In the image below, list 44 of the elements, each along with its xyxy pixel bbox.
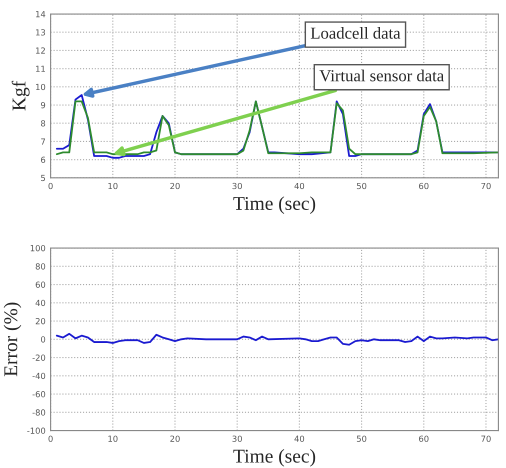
y-tick-label: 100 [30, 245, 46, 252]
x-tick-label: 20 [170, 182, 180, 190]
y-axis-title: Error (%) [4, 302, 22, 376]
x-tick-label: 70 [481, 436, 491, 442]
y-tick-label: 13 [36, 29, 46, 36]
x-tick-label: 30 [232, 182, 242, 190]
x-tick-label: 10 [108, 182, 118, 190]
x-tick-label: 60 [419, 182, 429, 190]
x-tick-label: 30 [232, 436, 242, 442]
y-tick-label: -40 [32, 372, 46, 380]
y-tick-label: 0 [40, 336, 46, 343]
x-tick-label: 60 [419, 436, 429, 442]
y-tick-label: 60 [36, 282, 46, 288]
x-tick-label: 50 [356, 182, 366, 190]
annotation: Loadcell data [310, 27, 400, 39]
y-tick-label: 14 [36, 11, 46, 18]
y-tick-label: 6 [41, 156, 46, 163]
y-tick-label: 40 [36, 300, 46, 306]
y-axis-title: Kgf [12, 80, 30, 110]
y-tick-label: 5 [41, 174, 46, 182]
x-tick-label: 70 [481, 182, 491, 190]
line-series [56, 332, 498, 346]
y-tick-label: -60 [32, 391, 46, 398]
x-tick-label: 20 [170, 436, 180, 442]
y-tick-label: 9 [40, 102, 46, 108]
y-tick-label: 80 [36, 263, 46, 270]
x-tick-label: 0 [48, 436, 53, 442]
annotation: Virtual sensor data [319, 70, 444, 82]
y-tick-label: 10 [36, 84, 46, 90]
y-tick-label: -100 [27, 428, 46, 434]
x-tick-label: 40 [294, 182, 304, 190]
x-axis-title: Time (sec) [233, 449, 316, 467]
x-tick-label: 0 [48, 182, 53, 190]
y-tick-label: 8 [41, 120, 46, 127]
y-tick-label: 7 [41, 138, 46, 145]
x-tick-label: 10 [108, 436, 118, 442]
x-axis-title: Time (sec) [233, 196, 316, 214]
x-tick-label: 50 [356, 436, 366, 442]
y-tick-label: -20 [32, 354, 46, 361]
y-tick-label: 11 [36, 66, 45, 72]
y-tick-label: -80 [32, 409, 46, 416]
y-tick-label: 12 [36, 47, 45, 54]
x-tick-label: 40 [294, 436, 304, 442]
y-tick-label: 20 [36, 318, 46, 324]
